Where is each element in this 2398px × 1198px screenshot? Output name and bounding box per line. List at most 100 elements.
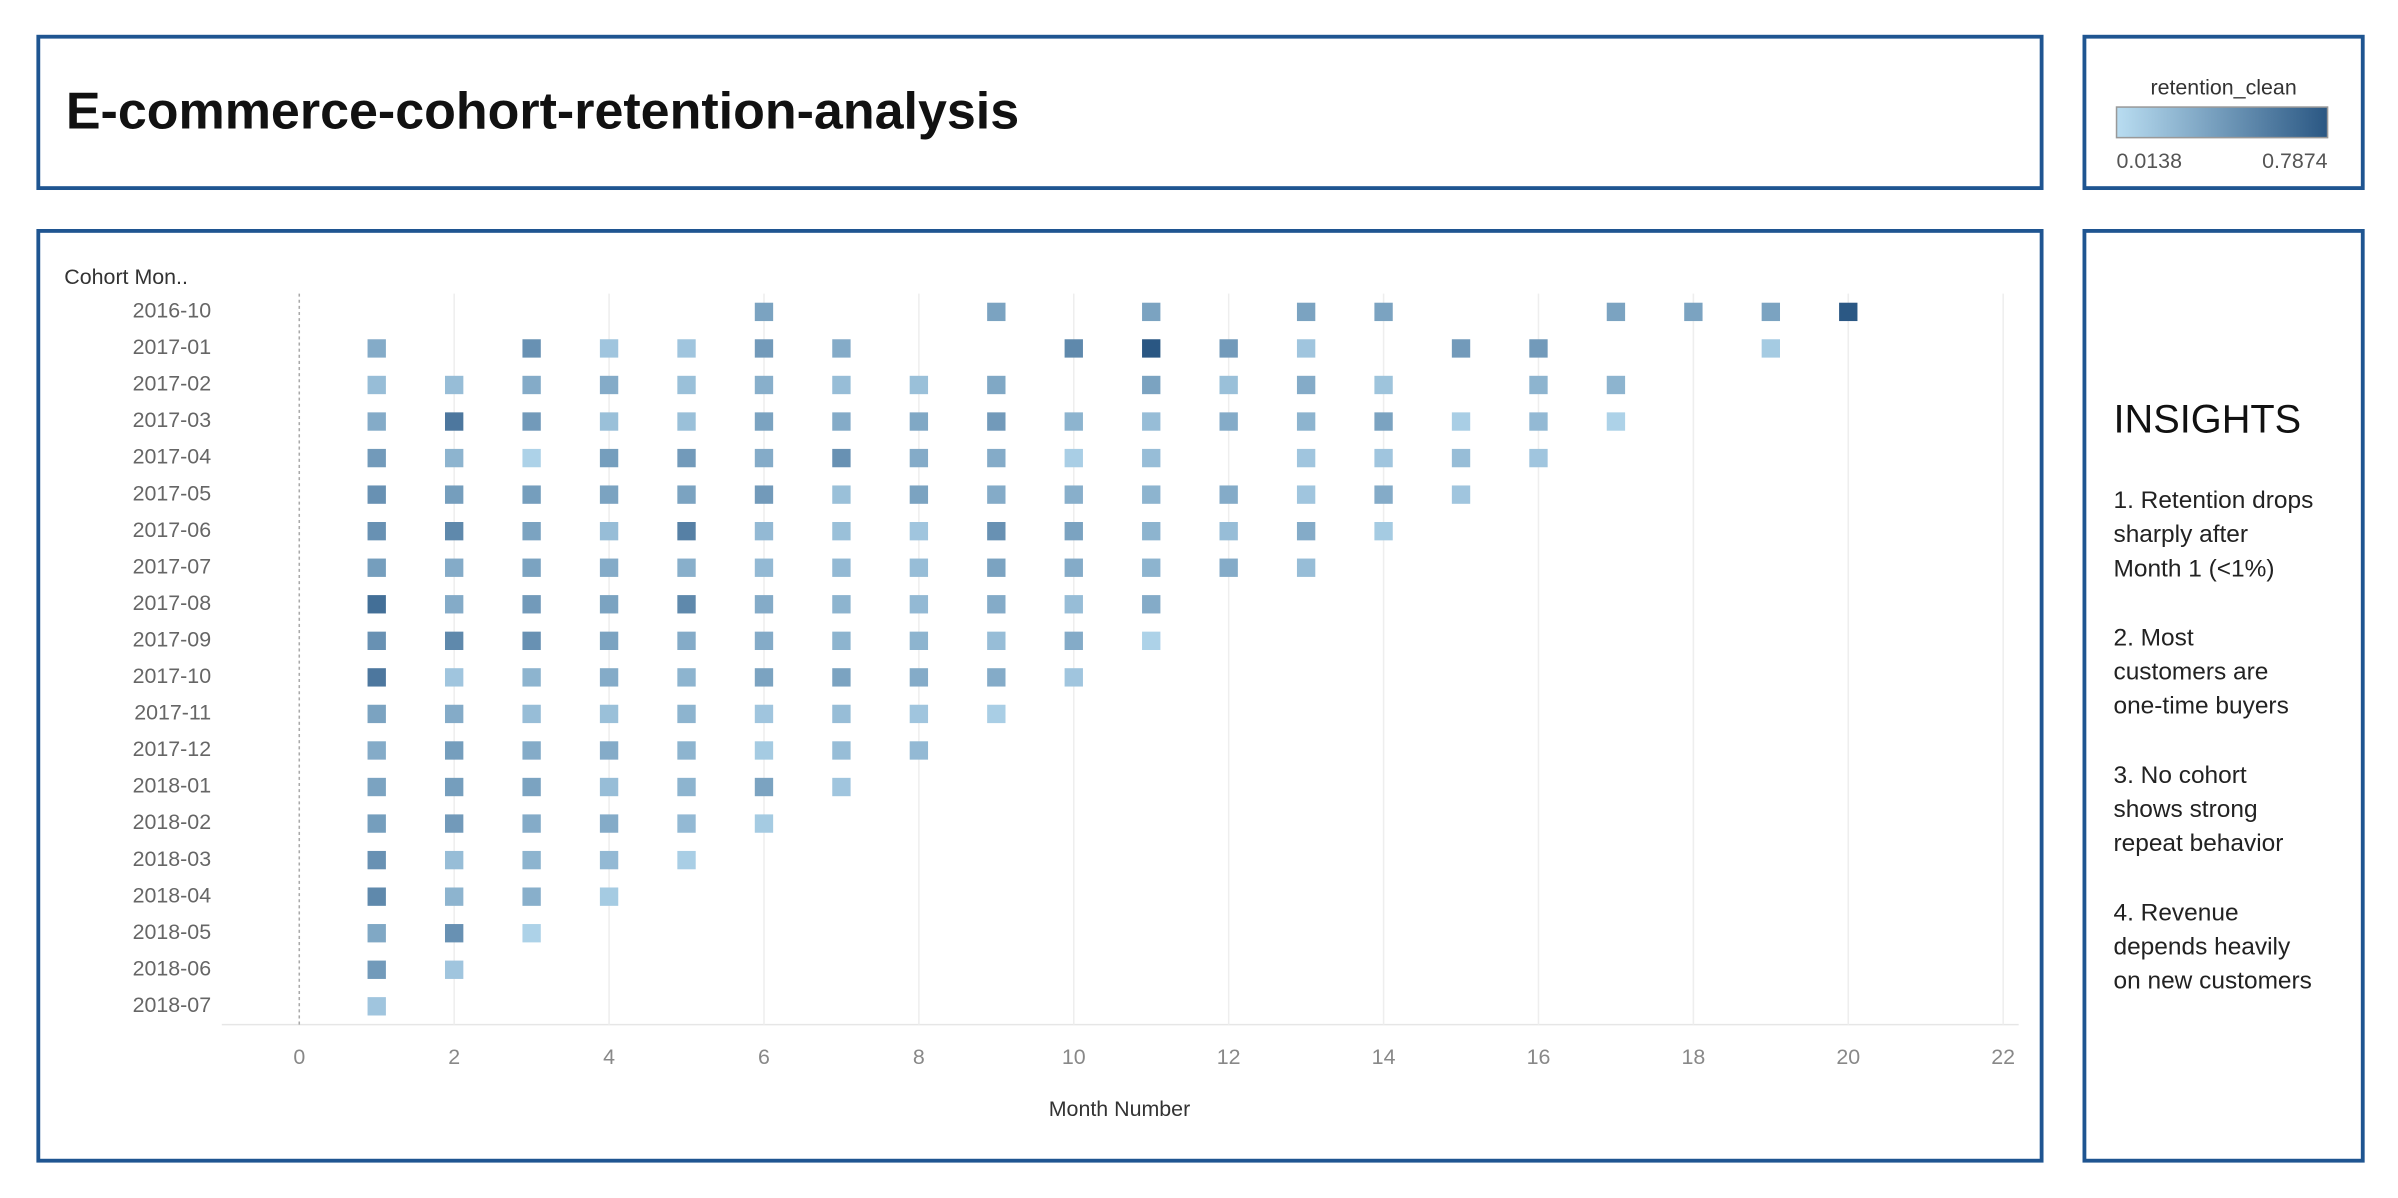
cell bbox=[1064, 595, 1083, 614]
cell bbox=[1296, 412, 1316, 431]
cell bbox=[522, 777, 541, 797]
legend-min: 0.0138 bbox=[2117, 149, 2182, 173]
cell bbox=[522, 485, 541, 504]
cell bbox=[1451, 412, 1471, 431]
cell bbox=[522, 814, 541, 833]
cell bbox=[367, 631, 386, 650]
cell bbox=[1142, 631, 1161, 650]
cell bbox=[1606, 412, 1626, 431]
cell bbox=[909, 741, 929, 760]
cell bbox=[754, 448, 774, 468]
cell bbox=[367, 704, 386, 724]
cell bbox=[444, 558, 464, 577]
cell bbox=[1142, 339, 1161, 358]
insight-line: 4. Revenue bbox=[2113, 899, 2238, 926]
cell bbox=[367, 924, 386, 943]
cell bbox=[1529, 339, 1548, 358]
cell bbox=[1064, 558, 1083, 577]
cell bbox=[1374, 522, 1393, 541]
insight-line: 3. No cohort bbox=[2113, 762, 2246, 789]
legend-max: 0.7874 bbox=[2262, 149, 2328, 173]
cell bbox=[444, 704, 464, 724]
cell bbox=[599, 777, 619, 797]
cell bbox=[1219, 522, 1238, 541]
cell bbox=[1219, 485, 1238, 504]
cell bbox=[909, 668, 929, 687]
cell bbox=[754, 631, 774, 650]
cell bbox=[677, 704, 696, 724]
cell bbox=[522, 595, 541, 614]
cell bbox=[754, 668, 774, 687]
insight-line: repeat behavior bbox=[2113, 830, 2283, 857]
y-tick-label: 2018-07 bbox=[133, 993, 212, 1017]
cell bbox=[522, 850, 541, 870]
insight-line: 1. Retention drops bbox=[2113, 487, 2313, 514]
x-tick-label: 18 bbox=[1681, 1045, 1705, 1069]
cell bbox=[677, 668, 696, 687]
cell bbox=[367, 997, 386, 1016]
cell bbox=[599, 887, 619, 906]
cell bbox=[677, 850, 696, 870]
cell bbox=[832, 485, 851, 504]
cell bbox=[444, 631, 464, 650]
cell bbox=[909, 595, 929, 614]
cell bbox=[1529, 448, 1548, 468]
title-panel bbox=[36, 34, 2044, 191]
y-tick-label: 2017-03 bbox=[133, 408, 212, 432]
y-tick-label: 2018-02 bbox=[133, 810, 212, 834]
cell bbox=[909, 412, 929, 431]
cell bbox=[832, 777, 851, 797]
x-tick-label: 22 bbox=[1991, 1045, 2015, 1069]
cell bbox=[987, 522, 1006, 541]
cell bbox=[677, 741, 696, 760]
cell bbox=[1142, 412, 1161, 431]
cell bbox=[832, 375, 851, 395]
cell bbox=[599, 631, 619, 650]
x-tick-label: 20 bbox=[1836, 1045, 1860, 1069]
y-tick-label: 2017-12 bbox=[133, 737, 212, 761]
y-tick-label: 2017-09 bbox=[133, 627, 212, 651]
cell bbox=[599, 412, 619, 431]
cell bbox=[1142, 448, 1161, 468]
x-axis-title: Month Number bbox=[1049, 1097, 1190, 1121]
cell bbox=[1374, 485, 1393, 504]
cell bbox=[522, 375, 541, 395]
cell bbox=[754, 375, 774, 395]
cell bbox=[987, 668, 1006, 687]
cell bbox=[444, 924, 464, 943]
cell bbox=[367, 777, 386, 797]
cell bbox=[677, 522, 696, 541]
cell bbox=[444, 375, 464, 395]
cell bbox=[987, 302, 1006, 322]
cell bbox=[444, 741, 464, 760]
cell bbox=[754, 595, 774, 614]
cell bbox=[1606, 375, 1626, 395]
cell bbox=[522, 887, 541, 906]
cell bbox=[677, 339, 696, 358]
cell bbox=[1142, 485, 1161, 504]
cell bbox=[754, 704, 774, 724]
cell bbox=[1064, 631, 1083, 650]
x-tick-label: 4 bbox=[603, 1045, 615, 1069]
x-tick-label: 10 bbox=[1062, 1045, 1086, 1069]
cell bbox=[754, 558, 774, 577]
cell bbox=[1296, 448, 1316, 468]
cell bbox=[987, 631, 1006, 650]
insight-line: on new customers bbox=[2113, 968, 2311, 995]
x-tick-label: 12 bbox=[1217, 1045, 1241, 1069]
cell bbox=[367, 339, 386, 358]
cell bbox=[909, 704, 929, 724]
cell bbox=[522, 668, 541, 687]
cell bbox=[1064, 485, 1083, 504]
cell bbox=[1761, 302, 1781, 322]
cell bbox=[522, 741, 541, 760]
cell bbox=[1142, 522, 1161, 541]
cell bbox=[987, 375, 1006, 395]
cell bbox=[987, 595, 1006, 614]
cell bbox=[522, 412, 541, 431]
cell bbox=[832, 448, 851, 468]
y-tick-label: 2018-05 bbox=[133, 920, 212, 944]
cell bbox=[1219, 375, 1238, 395]
cell bbox=[1142, 302, 1161, 322]
cell bbox=[1296, 302, 1316, 322]
